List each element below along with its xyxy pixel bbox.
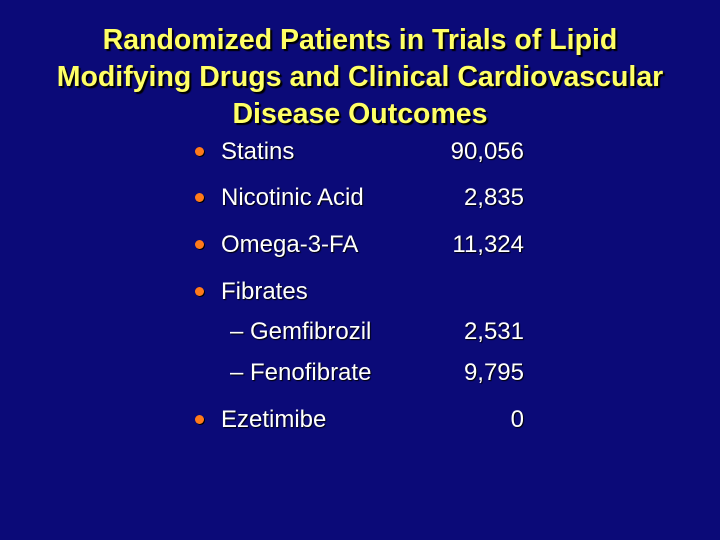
- item-value: 9,795: [463, 359, 524, 386]
- title-line: Randomized Patients in Trials of Lipid: [102, 24, 618, 56]
- item-label: Nicotinic Acid: [221, 184, 364, 211]
- item-value: 2,835: [463, 184, 524, 211]
- item-label: Statins: [221, 138, 295, 165]
- item-label: Fibrates: [221, 278, 308, 305]
- list-item-omega-3-fa: Omega-3-FA 11,324: [0, 231, 720, 261]
- item-value: 2,531: [463, 318, 524, 345]
- item-value: 90,056: [450, 138, 524, 165]
- item-label: Omega-3-FA: [221, 231, 359, 258]
- list-item-ezetimibe: Ezetimibe 0: [0, 406, 720, 436]
- list-item-statins: Statins 90,056: [0, 138, 720, 168]
- list-item-fibrates: Fibrates: [0, 278, 720, 308]
- bullet-icon: [195, 147, 204, 156]
- title-line: Disease Outcomes: [232, 98, 488, 130]
- title-line: Modifying Drugs and Clinical Cardiovascu…: [56, 61, 664, 93]
- item-label: – Gemfibrozil: [230, 318, 372, 345]
- bullet-icon: [195, 287, 204, 296]
- list-subitem-gemfibrozil: – Gemfibrozil 2,531: [0, 318, 720, 348]
- list-item-nicotinic-acid: Nicotinic Acid 2,835: [0, 184, 720, 214]
- bullet-icon: [195, 240, 204, 249]
- item-label: – Fenofibrate: [230, 359, 372, 386]
- item-value: 0: [510, 406, 524, 433]
- item-label: Ezetimibe: [221, 406, 327, 433]
- bullet-icon: [195, 415, 204, 424]
- bullet-icon: [195, 193, 204, 202]
- slide-title: Randomized Patients in Trials of Lipid M…: [0, 22, 720, 133]
- list-subitem-fenofibrate: – Fenofibrate 9,795: [0, 359, 720, 389]
- item-value: 11,324: [452, 231, 524, 258]
